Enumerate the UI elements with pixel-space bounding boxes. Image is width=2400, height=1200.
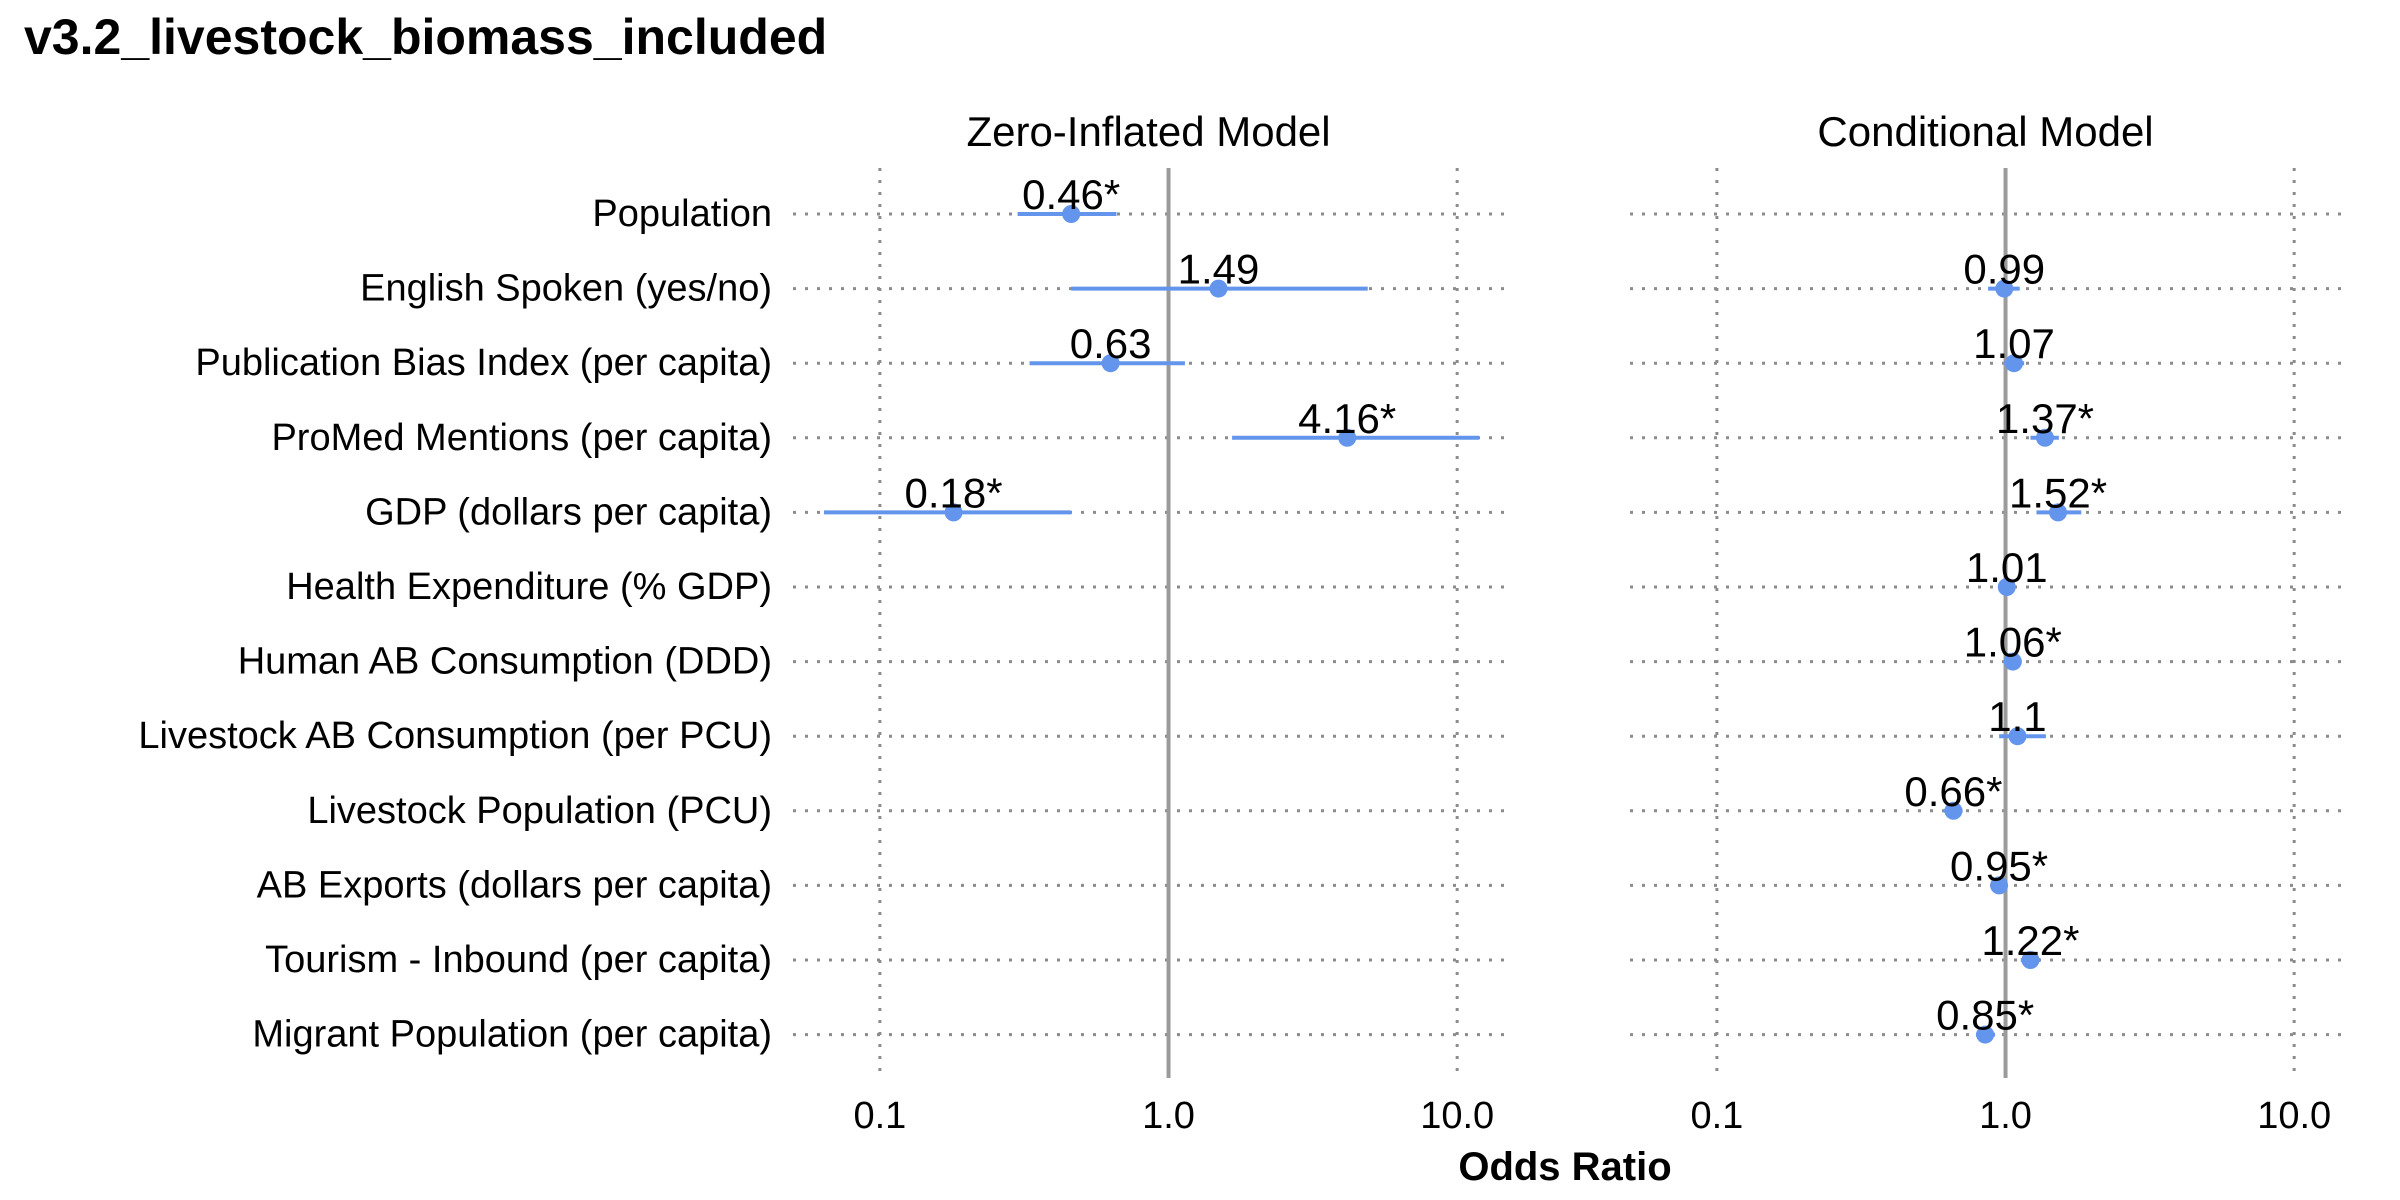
y-tick-label: English Spoken (yes/no) [360,268,772,310]
estimate-point [944,503,963,522]
panel-title: Conditional Model [1817,108,2153,155]
estimate-point [1976,1025,1995,1044]
y-tick-label: GDP (dollars per capita) [365,491,772,533]
y-tick-label: Health Expenditure (% GDP) [286,566,772,608]
y-tick-label: Publication Bias Index (per capita) [195,342,772,384]
y-tick-label: Livestock AB Consumption (per PCU) [138,715,772,757]
estimate-label: 0.66* [1904,768,2002,815]
x-tick-label: 1.0 [1979,1095,2032,1137]
estimate-label: 0.99 [1963,246,2045,293]
estimate-label: 0.46* [1022,171,1120,218]
estimate-label: 1.01 [1966,544,2048,591]
y-tick-label: Migrant Population (per capita) [252,1014,772,1056]
estimate-point [2049,503,2068,522]
y-tick-label: Population [592,193,772,235]
estimate-label: 1.1 [1988,693,2046,740]
estimate-point [1997,578,2016,596]
estimate-point [2035,428,2054,447]
estimate-point [2005,354,2024,373]
estimate-point [1990,876,2009,895]
estimate-point [1995,279,2014,298]
estimate-label: 0.95* [1950,842,2048,889]
y-tick-label: AB Exports (dollars per capita) [257,864,772,906]
estimate-point [1101,354,1120,373]
chart-title: v3.2_livestock_biomass_included [24,9,828,65]
x-tick-label: 0.1 [853,1095,906,1137]
estimate-label: 0.18* [905,469,1003,516]
estimate-point [1062,205,1081,223]
y-tick-label: Livestock Population (PCU) [307,790,772,832]
y-tick-label: Tourism - Inbound (per capita) [265,939,772,981]
estimate-point [1209,279,1228,298]
estimate-point [1338,428,1357,447]
estimate-label: 1.22* [1981,917,2079,964]
estimate-label: 0.63 [1070,320,1152,367]
estimate-point [2021,951,2040,969]
estimate-label: 0.85* [1936,992,2034,1039]
y-tick-label: ProMed Mentions (per capita) [271,417,772,459]
x-tick-label: 1.0 [1142,1095,1195,1137]
estimate-point [2008,727,2027,746]
estimate-point [2003,652,2022,671]
y-tick-label: Human AB Consumption (DDD) [238,641,772,683]
x-axis-title: Odds Ratio [1458,1145,1671,1189]
estimate-label: 1.37* [1996,395,2094,442]
estimate-label: 1.52* [2009,469,2107,516]
x-tick-label: 10.0 [2257,1095,2331,1137]
estimate-label: 4.16* [1298,395,1396,442]
estimate-label: 1.06* [1964,619,2062,666]
estimate-label: 1.49 [1178,246,1260,293]
x-tick-label: 0.1 [1690,1095,1743,1137]
estimate-point [1944,801,1963,820]
panel-title: Zero-Inflated Model [966,108,1330,155]
x-tick-label: 10.0 [1420,1095,1494,1137]
estimate-label: 1.07 [1973,320,2055,367]
